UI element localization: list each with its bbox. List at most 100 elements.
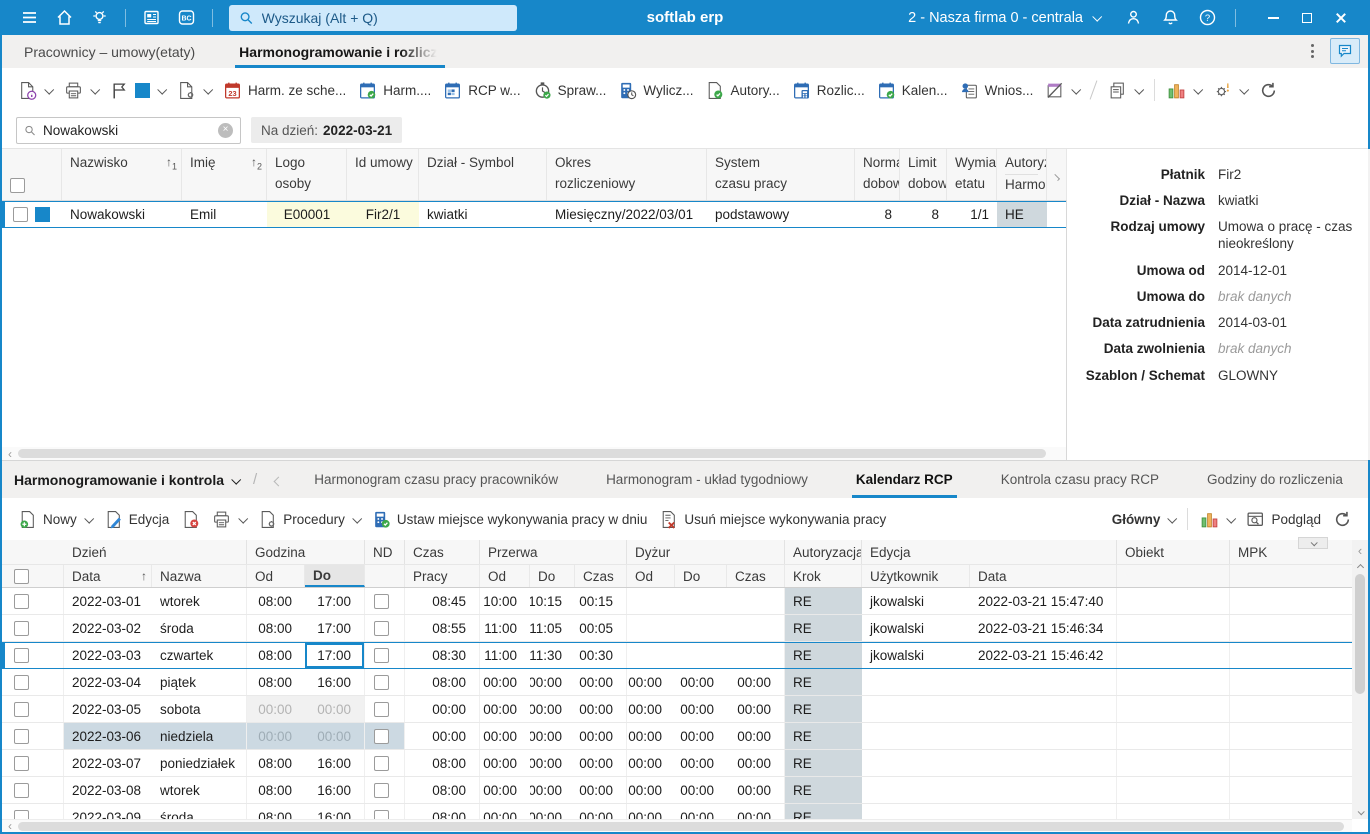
cell-przerwa-czas[interactable]: 00:30 bbox=[575, 643, 627, 668]
cell-godzina-od[interactable]: 08:00 bbox=[247, 777, 305, 803]
print-button[interactable] bbox=[58, 76, 104, 105]
tab-kalendarz-rcp[interactable]: Kalendarz RCP bbox=[852, 472, 957, 498]
cell-przerwa-do[interactable]: 11:30 bbox=[530, 643, 575, 668]
cell-czas-pracy[interactable]: 08:00 bbox=[405, 804, 480, 819]
checkbox[interactable] bbox=[374, 756, 389, 771]
bc-icon[interactable]: BC bbox=[169, 4, 204, 32]
subcol-data-edycji[interactable]: Data bbox=[970, 565, 1117, 587]
cell-system-czasu-pracy[interactable]: podstawowy bbox=[707, 202, 855, 227]
checkbox[interactable] bbox=[374, 729, 389, 744]
cell-wymiar-etatu[interactable]: 1/1 bbox=[947, 202, 997, 227]
cell-przerwa-od[interactable]: 00:00 bbox=[480, 777, 530, 803]
scroll-up-icon[interactable] bbox=[1358, 560, 1363, 574]
cell-przerwa-czas[interactable]: 00:15 bbox=[575, 588, 627, 614]
column-header-norma-dobowa[interactable]: Normadobowa bbox=[855, 149, 900, 200]
group-nd[interactable]: ND bbox=[365, 540, 405, 564]
subcol-data[interactable]: Data↑ bbox=[64, 565, 152, 587]
group-mpk[interactable]: MPK bbox=[1230, 540, 1354, 564]
cell-przerwa-do[interactable]: 10:15 bbox=[530, 588, 575, 614]
global-search[interactable] bbox=[229, 5, 517, 31]
cell-dyzur-do[interactable]: 00:00 bbox=[675, 804, 727, 819]
checkbox[interactable] bbox=[374, 594, 389, 609]
journal-icon[interactable] bbox=[134, 4, 169, 32]
cell-dyzur-czas[interactable] bbox=[727, 615, 785, 641]
column-nav-right[interactable] bbox=[1047, 149, 1067, 200]
kalendarz-button[interactable]: Kalen... bbox=[871, 76, 954, 105]
cell-godzina-od[interactable]: 08:00 bbox=[247, 615, 305, 641]
hamburger-menu-icon[interactable] bbox=[12, 4, 47, 32]
cell-przerwa-od[interactable]: 00:00 bbox=[480, 804, 530, 819]
cell-czas-pracy[interactable]: 08:55 bbox=[405, 615, 480, 641]
cell-data[interactable]: 2022-03-05 bbox=[64, 696, 152, 722]
harmonogram-button[interactable]: Harm.... bbox=[352, 76, 437, 105]
column-header-nazwisko[interactable]: Nazwisko↑1 bbox=[62, 149, 182, 200]
cell-przerwa-czas[interactable]: 00:00 bbox=[575, 696, 627, 722]
cell-dyzur-od[interactable]: 00:00 bbox=[627, 777, 675, 803]
cell-dyzur-od[interactable] bbox=[627, 643, 675, 668]
cell-dyzur-czas[interactable]: 00:00 bbox=[727, 804, 785, 819]
usun-miejsce-button[interactable]: Usuń miejsce wykonywania pracy bbox=[653, 505, 892, 534]
cell-przerwa-od[interactable]: 00:00 bbox=[480, 696, 530, 722]
tab-harmonogram-uklad-tygodniowy[interactable]: Harmonogram - układ tygodniowy bbox=[602, 472, 812, 498]
cell-godzina-do[interactable]: 16:00 bbox=[305, 777, 365, 803]
maximize-button[interactable] bbox=[1290, 4, 1324, 32]
checkbox[interactable] bbox=[14, 675, 29, 690]
cell-nd[interactable] bbox=[365, 777, 405, 803]
cell-nazwa-dnia[interactable]: środa bbox=[152, 804, 247, 819]
calendar-row[interactable]: 2022-03-01wtorek08:0017:0008:4510:0010:1… bbox=[2, 588, 1352, 615]
select-all-checkbox[interactable] bbox=[10, 178, 25, 193]
cell-przerwa-od[interactable]: 00:00 bbox=[480, 723, 530, 749]
cell-godzina-do[interactable]: 00:00 bbox=[305, 696, 365, 722]
minimize-button[interactable] bbox=[1256, 4, 1290, 32]
document-settings-button[interactable] bbox=[171, 76, 217, 105]
notifications-bell-icon[interactable] bbox=[1153, 4, 1188, 32]
cell-czas-pracy[interactable]: 08:00 bbox=[405, 669, 480, 695]
cell-przerwa-czas[interactable]: 00:00 bbox=[575, 804, 627, 819]
row-select-cell[interactable] bbox=[2, 777, 64, 803]
cell-limit-dobowy[interactable]: 8 bbox=[900, 202, 947, 227]
cell-dyzur-do[interactable]: 00:00 bbox=[675, 723, 727, 749]
checkbox[interactable] bbox=[14, 648, 29, 663]
cell-czas-pracy[interactable]: 00:00 bbox=[405, 723, 480, 749]
cell-nd[interactable] bbox=[365, 723, 405, 749]
subcol-czas-pracy[interactable]: Pracy bbox=[405, 565, 480, 587]
cell-dyzur-od[interactable]: 00:00 bbox=[627, 723, 675, 749]
section-menu[interactable]: Harmonogramowanie i kontrola bbox=[14, 472, 243, 498]
flag-color-button[interactable] bbox=[104, 76, 171, 105]
cell-godzina-od[interactable]: 08:00 bbox=[247, 669, 305, 695]
cell-dzial-symbol[interactable]: kwiatki bbox=[419, 202, 547, 227]
subcol-godzina-od[interactable]: Od bbox=[247, 565, 305, 587]
cell-dyzur-od[interactable]: 00:00 bbox=[627, 669, 675, 695]
cell-dyzur-do[interactable]: 00:00 bbox=[675, 777, 727, 803]
subcol-dyzur-od[interactable]: Od bbox=[627, 565, 675, 587]
cell-nazwa-dnia[interactable]: niedziela bbox=[152, 723, 247, 749]
cell-nd[interactable] bbox=[365, 615, 405, 641]
nowy-button[interactable]: Nowy bbox=[12, 505, 98, 534]
cell-przerwa-do[interactable]: 11:05 bbox=[530, 615, 575, 641]
cell-przerwa-czas[interactable]: 00:00 bbox=[575, 723, 627, 749]
scrollbar-thumb[interactable] bbox=[1355, 574, 1365, 694]
wnioski-button[interactable]: Wnios... bbox=[954, 76, 1040, 105]
cell-nazwa-dnia[interactable]: wtorek bbox=[152, 777, 247, 803]
subcol-przerwa-czas[interactable]: Czas bbox=[575, 565, 627, 587]
calendar-row[interactable]: 2022-03-02środa08:0017:0008:5511:0011:05… bbox=[2, 615, 1352, 642]
cell-dyzur-czas[interactable]: 00:00 bbox=[727, 669, 785, 695]
cell-nazwa-dnia[interactable]: czwartek bbox=[152, 643, 247, 668]
cell-godzina-od[interactable]: 08:00 bbox=[247, 804, 305, 819]
cell-data[interactable]: 2022-03-03 bbox=[64, 643, 152, 668]
cell-nazwa-dnia[interactable]: poniedziałek bbox=[152, 750, 247, 776]
clear-search-icon[interactable]: × bbox=[218, 123, 233, 138]
cell-dyzur-od[interactable]: 00:00 bbox=[627, 804, 675, 819]
select-all-checkbox[interactable] bbox=[14, 569, 29, 584]
subcol-dyzur-do[interactable]: Do bbox=[675, 565, 727, 587]
tab-kontrola-czasu-pracy[interactable]: Kontrola czasu pracy RCP bbox=[997, 472, 1163, 498]
cell-data[interactable]: 2022-03-09 bbox=[64, 804, 152, 819]
select-all-cell[interactable] bbox=[2, 149, 62, 200]
cell-dyzur-czas[interactable]: 00:00 bbox=[727, 723, 785, 749]
cell-dyzur-od[interactable]: 00:00 bbox=[627, 750, 675, 776]
cell-norma-dobowa[interactable]: 8 bbox=[855, 202, 900, 227]
cell-przerwa-do[interactable]: 00:00 bbox=[530, 696, 575, 722]
column-header-limit-dobowy[interactable]: Limitdobowy bbox=[900, 149, 947, 200]
cell-godzina-od[interactable]: 00:00 bbox=[247, 723, 305, 749]
cell-nazwa-dnia[interactable]: piątek bbox=[152, 669, 247, 695]
